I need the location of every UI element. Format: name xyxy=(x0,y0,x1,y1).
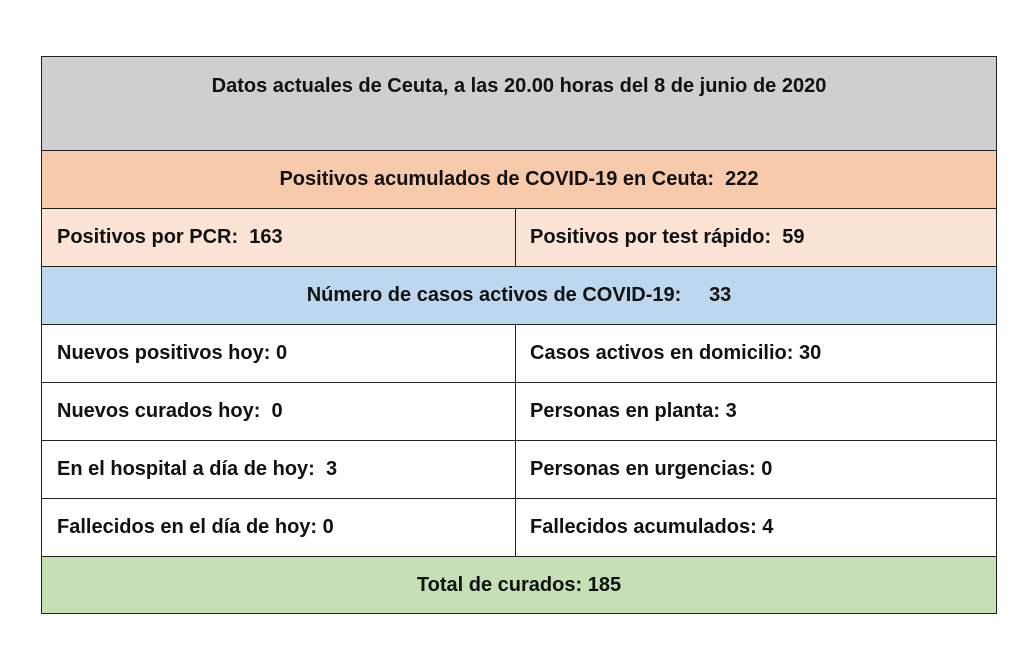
total-curados-cell: Total de curados: 185 xyxy=(42,557,996,613)
casos-activos-label: Número de casos activos de COVID-19: xyxy=(306,284,682,306)
casos-domicilio-label: Casos activos en domicilio: xyxy=(530,342,794,364)
casos-activos-row: Número de casos activos de COVID-19: 33 xyxy=(42,266,996,324)
table-title: Datos actuales de Ceuta, a las 20.00 hor… xyxy=(211,75,827,97)
covid-data-table: Datos actuales de Ceuta, a las 20.00 hor… xyxy=(41,56,997,614)
nuevos-positivos-label: Nuevos positivos hoy: xyxy=(57,342,271,364)
positivos-test-rapido-value: 59 xyxy=(782,226,805,248)
total-curados-label: Total de curados: xyxy=(416,573,583,596)
fallecidos-hoy-value: 0 xyxy=(322,516,334,538)
total-curados-row: Total de curados: 185 xyxy=(42,556,996,613)
casos-domicilio-value: 30 xyxy=(798,342,822,364)
positivos-test-rapido-label: Positivos por test rápido: xyxy=(530,226,772,248)
casos-domicilio-cell: Casos activos en domicilio: 30 xyxy=(516,325,996,382)
positivos-test-rapido-cell: Positivos por test rápido: 59 xyxy=(516,209,996,266)
positivos-pcr-label: Positivos por PCR: xyxy=(57,226,239,248)
positivos-acumulados-label: Positivos acumulados de COVID-19 en Ceut… xyxy=(279,168,715,190)
nuevos-positivos-value: 0 xyxy=(275,342,288,364)
total-curados-value: 185 xyxy=(587,573,622,596)
personas-urgencias-cell: Personas en urgencias: 0 xyxy=(516,441,996,498)
nuevos-curados-cell: Nuevos curados hoy: 0 xyxy=(42,383,516,440)
positivos-acumulados-row: Positivos acumulados de COVID-19 en Ceut… xyxy=(42,150,996,208)
table-row: Nuevos positivos hoy: 0 Casos activos en… xyxy=(42,324,996,382)
positivos-acumulados-cell: Positivos acumulados de COVID-19 en Ceut… xyxy=(42,151,996,208)
table-row: Fallecidos en el día de hoy: 0 Fallecido… xyxy=(42,498,996,556)
nuevos-positivos-cell: Nuevos positivos hoy: 0 xyxy=(42,325,516,382)
personas-urgencias-value: 0 xyxy=(761,458,773,480)
en-hospital-cell: En el hospital a día de hoy: 3 xyxy=(42,441,516,498)
nuevos-curados-value: 0 xyxy=(271,400,283,422)
casos-activos-value: 33 xyxy=(709,284,732,306)
personas-planta-value: 3 xyxy=(725,400,737,422)
fallecidos-hoy-label: Fallecidos en el día de hoy: xyxy=(57,516,318,538)
fallecidos-acumulados-cell: Fallecidos acumulados: 4 xyxy=(516,499,996,556)
table-row: Nuevos curados hoy: 0 Personas en planta… xyxy=(42,382,996,440)
table-row: En el hospital a día de hoy: 3 Personas … xyxy=(42,440,996,498)
positivos-pcr-value: 163 xyxy=(249,226,283,248)
personas-planta-label: Personas en planta: xyxy=(530,400,721,422)
fallecidos-hoy-cell: Fallecidos en el día de hoy: 0 xyxy=(42,499,516,556)
nuevos-curados-label: Nuevos curados hoy: xyxy=(57,400,261,422)
positivos-acumulados-value: 222 xyxy=(725,168,759,190)
personas-planta-cell: Personas en planta: 3 xyxy=(516,383,996,440)
personas-urgencias-label: Personas en urgencias: xyxy=(530,458,756,480)
positivos-pcr-cell: Positivos por PCR: 163 xyxy=(42,209,516,266)
en-hospital-label: En el hospital a día de hoy: xyxy=(57,458,315,480)
casos-activos-cell: Número de casos activos de COVID-19: 33 xyxy=(42,267,996,324)
en-hospital-value: 3 xyxy=(325,458,338,480)
positivos-split-row: Positivos por PCR: 163 Positivos por tes… xyxy=(42,208,996,266)
fallecidos-acumulados-value: 4 xyxy=(762,516,774,538)
fallecidos-acumulados-label: Fallecidos acumulados: xyxy=(530,516,757,538)
title-row: Datos actuales de Ceuta, a las 20.00 hor… xyxy=(42,57,996,150)
